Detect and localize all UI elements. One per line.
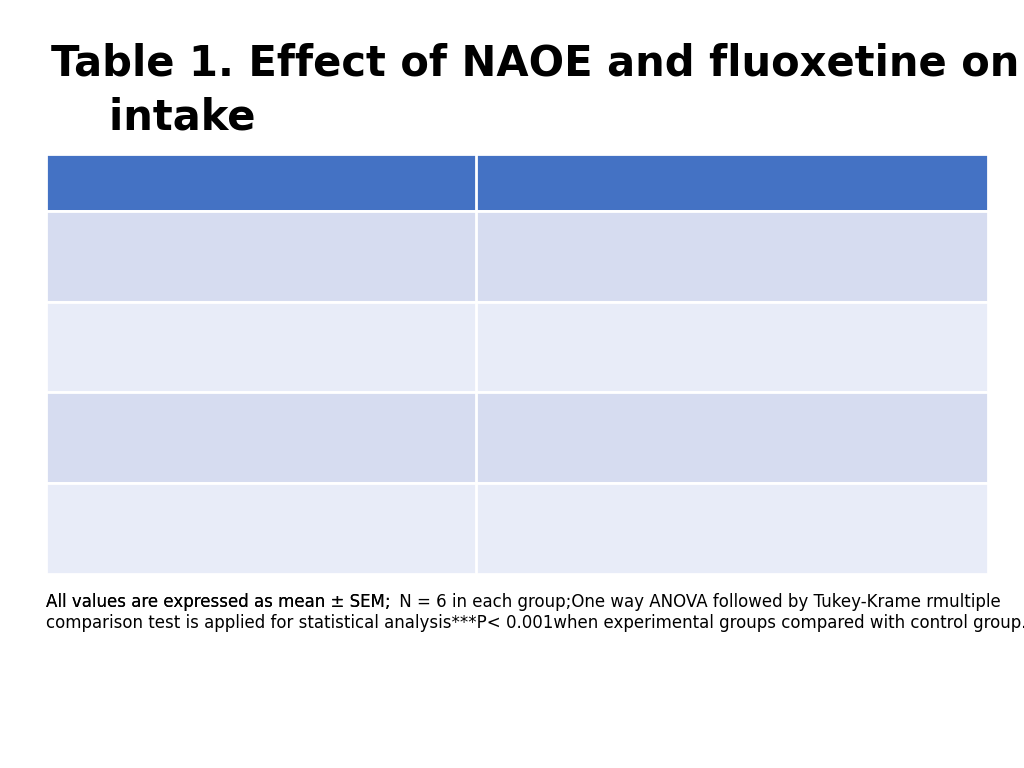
Text: 5.714±  0.249*** (37.92): 5.714± 0.249*** (37.92): [492, 516, 808, 541]
Text: 9.204± 0.111: 9.204± 0.111: [492, 244, 664, 269]
Text: All values are expressed as mean ± SEM;  N = 6 in each group;One way ANOVA follo: All values are expressed as mean ± SEM; …: [46, 593, 1024, 632]
Text: NAOE200: NAOE200: [61, 425, 180, 450]
Text: All values are expressed as mean ± SEM;: All values are expressed as mean ± SEM;: [46, 593, 396, 611]
Text: NAOE400: NAOE400: [61, 516, 180, 541]
Text: Table 1. Effect of NAOE and fluoxetine on food: Table 1. Effect of NAOE and fluoxetine o…: [51, 42, 1024, 84]
Text: FOOD INTAKE (g): FOOD INTAKE (g): [492, 172, 691, 193]
Text: intake: intake: [51, 96, 256, 138]
Text: Fluoxetine (6mg/kg): Fluoxetine (6mg/kg): [61, 335, 313, 359]
Text: TREATMENT GROUP: TREATMENT GROUP: [61, 172, 292, 193]
Text: 3.104± 0.298: 3.104± 0.298: [492, 335, 664, 359]
Text: ***: ***: [597, 329, 623, 347]
Text: (66.27): (66.27): [616, 335, 708, 359]
Text: Control: Control: [61, 244, 152, 269]
Text: 5.795±  0.279*** (37.03): 5.795± 0.279*** (37.03): [492, 425, 807, 450]
